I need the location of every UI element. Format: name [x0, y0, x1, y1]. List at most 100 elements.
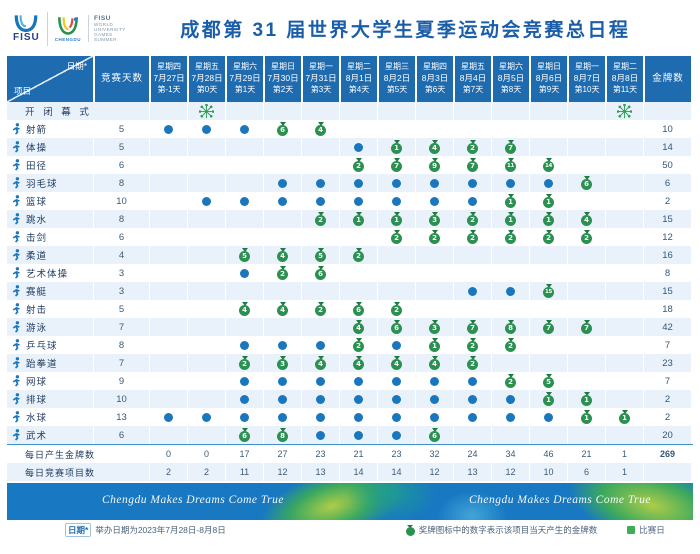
- sport-gold-taekwondo: 23: [643, 354, 691, 372]
- shooting-day-8月2日: 2: [377, 300, 415, 318]
- diving-day-7月30日: [263, 210, 301, 228]
- competition-day-dot: [240, 196, 249, 206]
- gold-medal-icon: 5: [315, 248, 326, 262]
- gold-medal-icon: 15: [543, 284, 554, 298]
- fisu-logo-text: FISU: [13, 32, 40, 43]
- rowing-day-8月4日: [453, 282, 491, 300]
- gold-medal-icon: 4: [315, 356, 326, 370]
- tennis-day-8月7日: [567, 372, 605, 390]
- fisu-u-mark-icon: [15, 15, 38, 33]
- swimming-day-7月27日: [149, 318, 187, 336]
- sport-gold-rhythmic-gymnastics: 8: [643, 264, 691, 282]
- archery-day-8月1日: [339, 120, 377, 138]
- gold-medal-icon: 1: [505, 212, 516, 226]
- sport-gold-shooting: 18: [643, 300, 691, 318]
- competition-day-dot: [430, 376, 439, 386]
- schedule-poster: FISU CHENGDU FISU WORLD UNIVERSITY GAMES…: [7, 0, 693, 540]
- row-swimming: 游泳 7 4 6 3 7 8 7 7 42: [7, 318, 693, 336]
- judo-day-7月27日: [149, 246, 187, 264]
- competition-day-dot: [316, 178, 325, 188]
- corner-date-label: 日期*: [66, 61, 87, 71]
- diving-day-8月2日: 1: [377, 210, 415, 228]
- table-tennis-day-7月28日: [187, 336, 225, 354]
- rowing-day-8月6日: 15: [529, 282, 567, 300]
- water-polo-day-8月3日: [415, 408, 453, 426]
- gold-medal-icon: 1: [619, 410, 630, 424]
- sport-gold-gymnastics: 14: [643, 138, 691, 156]
- competition-day-dot: [240, 268, 249, 278]
- competition-day-dot: [316, 430, 325, 440]
- gold-medal-icon: 2: [467, 140, 478, 154]
- rhythmic-gymnastics-day-8月4日: [453, 264, 491, 282]
- sport-name-tennis: 网球: [7, 372, 93, 390]
- competition-day-dot: [468, 178, 477, 188]
- swimming-day-7月30日: [263, 318, 301, 336]
- judo-day-8月7日: [567, 246, 605, 264]
- gold-medal-icon: 2: [353, 338, 364, 352]
- sport-name-volleyball: 排球: [7, 390, 93, 408]
- gold-medal-icon: 6: [277, 122, 288, 136]
- competition-day-dot: [468, 412, 477, 422]
- row-judo: 柔道 4 5 4 5 2 16: [7, 246, 693, 264]
- taekwondo-day-8月6日: [529, 354, 567, 372]
- ceremony-gold-cell: [643, 102, 691, 120]
- taekwondo-day-7月27日: [149, 354, 187, 372]
- daily-events-7月29日: 11: [225, 463, 263, 481]
- gold-medal-icon: 1: [581, 410, 592, 424]
- rowing-day-7月29日: [225, 282, 263, 300]
- daily-events-7月31日: 13: [301, 463, 339, 481]
- competition-day-dot: [354, 430, 363, 440]
- fencing-day-8月8日: [605, 228, 643, 246]
- corner-event-label: 项目: [14, 85, 32, 96]
- volleyball-day-7月30日: [263, 390, 301, 408]
- shooting-day-8月6日: [529, 300, 567, 318]
- tennis-day-7月27日: [149, 372, 187, 390]
- rowing-day-8月2日: [377, 282, 415, 300]
- gymnastics-day-8月8日: [605, 138, 643, 156]
- row-daily-events: 每日竞赛项目数 2 2 11 12 13 14 14 12 13 12 10 6 1: [7, 463, 693, 481]
- gold-medal-icon: 2: [505, 338, 516, 352]
- diving-day-8月5日: 1: [491, 210, 529, 228]
- archery-day-8月2日: [377, 120, 415, 138]
- rowing-day-7月28日: [187, 282, 225, 300]
- gold-medal-icon: 7: [391, 158, 402, 172]
- daily-events-8月4日: 13: [453, 463, 491, 481]
- date-footnote-label: 日期*: [65, 523, 92, 537]
- sport-gold-table-tennis: 7: [643, 336, 691, 354]
- volleyball-day-7月27日: [149, 390, 187, 408]
- gold-medal-icon: 4: [277, 248, 288, 262]
- gold-medal-icon: 14: [543, 158, 554, 172]
- water-polo-day-7月27日: [149, 408, 187, 426]
- badminton-day-8月3日: [415, 174, 453, 192]
- gold-medal-icon: 4: [353, 320, 364, 334]
- volleyball-day-7月28日: [187, 390, 225, 408]
- chengdu-logo-text: CHENGDU: [54, 36, 82, 42]
- ceremony-day-8月4日: [453, 102, 491, 120]
- sport-gold-tennis: 7: [643, 372, 691, 390]
- sport-days-gymnastics: 5: [93, 138, 149, 156]
- gold-medal-icon: 2: [239, 356, 250, 370]
- gold-medal-icon: 4: [353, 356, 364, 370]
- ceremony-day-7月29日: [225, 102, 263, 120]
- gold-medal-icon: 4: [391, 356, 402, 370]
- competition-day-dot: [316, 340, 325, 350]
- shooting-day-7月31日: 2: [301, 300, 339, 318]
- sport-days-shooting: 5: [93, 300, 149, 318]
- wushu-day-7月31日: [301, 426, 339, 444]
- shooting-day-8月8日: [605, 300, 643, 318]
- gold-medal-icon: 1: [505, 194, 516, 208]
- daily-gold-8月5日: 34: [491, 445, 529, 463]
- rowing-day-7月30日: [263, 282, 301, 300]
- competition-day-dot: [468, 286, 477, 296]
- tennis-day-7月30日: [263, 372, 301, 390]
- rhythmic-gymnastics-day-7月28日: [187, 264, 225, 282]
- fireworks-icon: [617, 103, 632, 118]
- gold-medal-icon: 2: [353, 158, 364, 172]
- taekwondo-day-7月31日: 4: [301, 354, 339, 372]
- volleyball-day-7月31日: [301, 390, 339, 408]
- competition-day-dot: [202, 196, 211, 206]
- shooting-day-7月28日: [187, 300, 225, 318]
- ceremony-day-8月6日: [529, 102, 567, 120]
- basketball-day-7月31日: [301, 192, 339, 210]
- wordmark-university: UNIVERSITY: [94, 26, 126, 32]
